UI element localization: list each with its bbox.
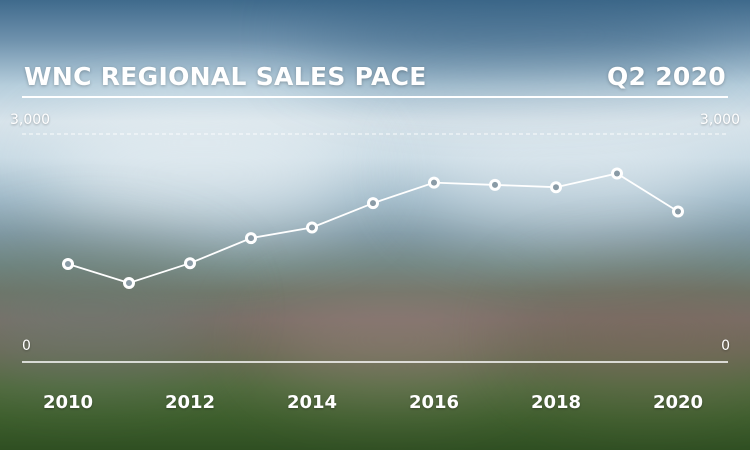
data-point-2018 [550,181,562,194]
data-point-2014 [306,221,318,234]
y-tick-label-max-right: 3,000 [699,112,740,128]
x-tick-label-2010: 2010 [42,392,94,413]
y-tick-label-zero-left: 0 [22,338,31,354]
series-line [67,172,679,284]
data-point-2017 [489,178,501,191]
data-point-2010 [62,257,74,270]
data-point-2019 [611,167,623,180]
data-point-2011 [123,276,135,289]
x-tick-label-2018: 2018 [530,392,582,413]
y-tick-label-max-left: 3,000 [10,112,51,128]
y-tick-label-zero-right: 0 [721,338,730,354]
x-tick-label-2020: 2020 [652,392,704,413]
data-point-2013 [245,232,257,245]
data-point-2016 [428,176,440,189]
x-tick-label-2012: 2012 [164,392,216,413]
data-point-2020 [672,205,684,218]
x-tick-label-2016: 2016 [408,392,460,413]
data-point-2012 [184,257,196,270]
data-point-2015 [367,197,379,210]
chart-subtitle: Q2 2020 [606,62,726,91]
chart-title: WNC REGIONAL SALES PACE [24,62,427,91]
x-tick-label-2014: 2014 [286,392,338,413]
